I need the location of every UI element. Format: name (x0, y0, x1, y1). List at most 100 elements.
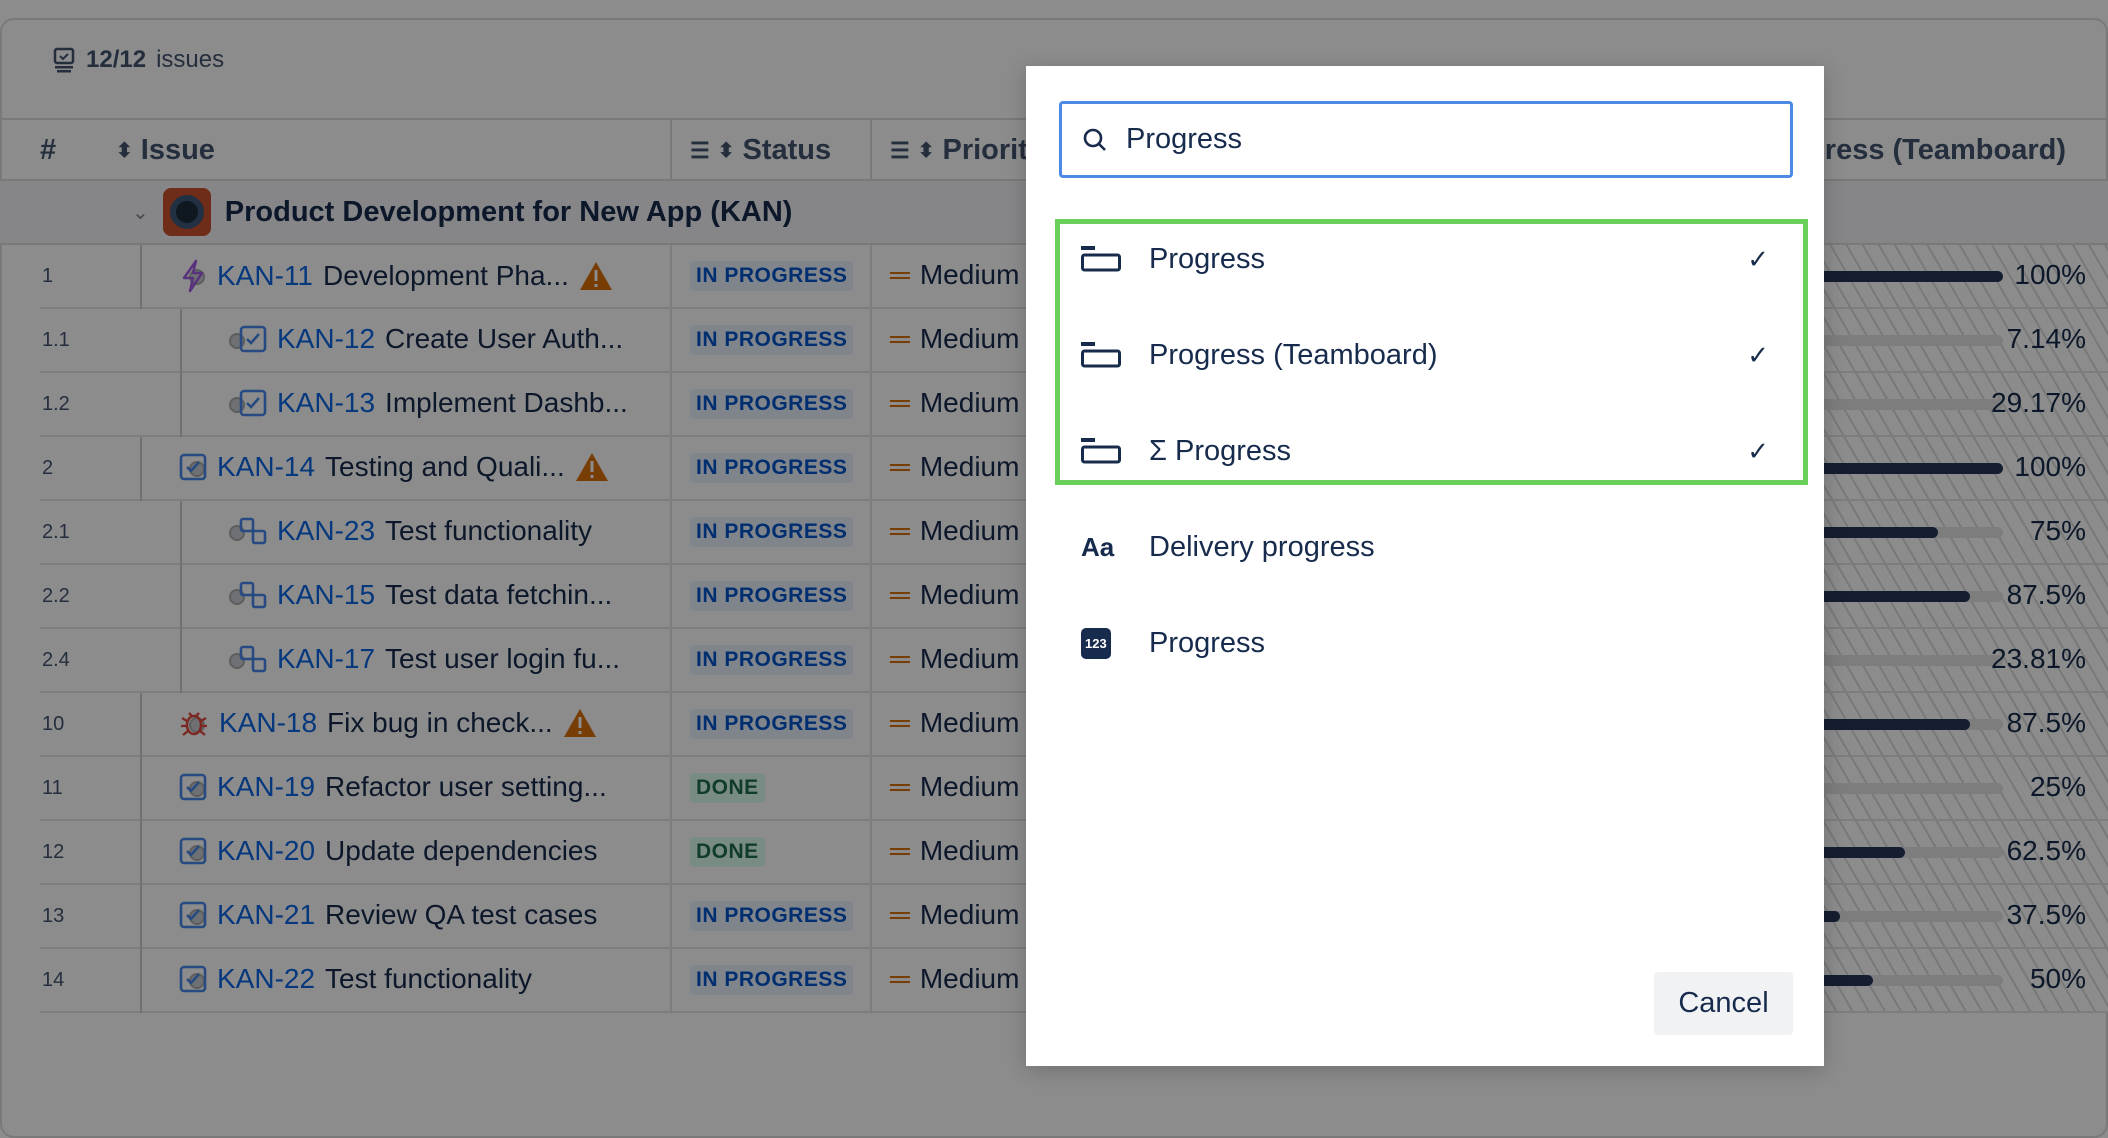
task-checkbox-icon (179, 901, 207, 929)
issue-cell[interactable]: KAN-21 Review QA test cases (179, 899, 597, 931)
status-badge[interactable]: IN PROGRESS (690, 645, 854, 675)
issue-key-link[interactable]: KAN-18 (219, 707, 318, 738)
progress-bar (1742, 463, 2003, 474)
issue-key-link[interactable]: KAN-13 (277, 387, 376, 418)
status-badge[interactable]: IN PROGRESS (690, 325, 854, 355)
issue-cell[interactable]: KAN-20 Update dependencies (179, 835, 598, 867)
status-badge[interactable]: IN PROGRESS (690, 261, 854, 291)
column-number: # (40, 120, 56, 181)
issue-summary[interactable]: Development Pha... (322, 260, 569, 291)
priority-cell[interactable]: ═ Medium (890, 771, 1019, 803)
status-badge[interactable]: IN PROGRESS (690, 517, 854, 547)
issue-summary[interactable]: Test functionality (325, 963, 533, 994)
progress-column-background (1790, 245, 2108, 1013)
issue-summary[interactable]: Update dependencies (325, 835, 598, 866)
issue-count-value: 12/12 (86, 46, 147, 73)
issue-summary[interactable]: Testing and Quali... (325, 451, 565, 482)
issue-key-link[interactable]: KAN-19 (217, 771, 316, 802)
priority-cell[interactable]: ═ Medium (890, 515, 1019, 547)
cancel-button[interactable]: Cancel (1654, 972, 1793, 1035)
issue-cell[interactable]: KAN-19 Refactor user setting... (179, 771, 607, 803)
tree-line (140, 437, 142, 501)
search-icon (1083, 128, 1106, 151)
priority-cell[interactable]: ═ Medium (890, 707, 1019, 739)
field-option[interactable]: Σ Progress ✓ (1059, 403, 1793, 499)
status-badge[interactable]: IN PROGRESS (690, 901, 854, 931)
search-field[interactable] (1059, 101, 1793, 178)
progress-bar-fill (1742, 591, 1971, 602)
status-badge[interactable]: DONE (690, 837, 765, 867)
status-badge[interactable]: IN PROGRESS (690, 453, 854, 483)
issue-summary[interactable]: Refactor user setting... (325, 771, 607, 802)
priority-cell[interactable]: ═ Medium (890, 259, 1019, 291)
issue-summary[interactable]: Fix bug in check... (327, 707, 553, 738)
table-row[interactable]: 1 KAN-11 Development Pha... IN PROGRESS ═… (40, 245, 2108, 309)
priority-cell[interactable]: ═ Medium (890, 451, 1019, 483)
subtask-icon (239, 517, 267, 545)
field-option-label: Progress (1149, 242, 1266, 275)
issue-cell[interactable]: KAN-22 Test functionality (179, 963, 532, 995)
row-number: 2.1 (42, 521, 70, 543)
priority-medium-icon: ═ (890, 771, 910, 802)
progress-value: 87.5% (2006, 579, 2086, 610)
priority-cell[interactable]: ═ Medium (890, 579, 1019, 611)
field-option[interactable]: Progress ✓ (1059, 211, 1793, 307)
row-number: 2.2 (42, 585, 70, 607)
sort-icon[interactable]: ⬍ (717, 140, 735, 162)
task-checkbox-icon (179, 965, 207, 993)
issue-summary[interactable]: Implement Dashb... (385, 387, 628, 418)
issue-key-link[interactable]: KAN-11 (217, 260, 313, 291)
priority-cell[interactable]: ═ Medium (890, 387, 1019, 419)
issue-key-link[interactable]: KAN-14 (217, 451, 316, 482)
field-option[interactable]: Progress (Teamboard) ✓ (1059, 307, 1793, 403)
status-badge[interactable]: IN PROGRESS (690, 965, 854, 995)
chevron-down-icon[interactable]: ⌄ (132, 201, 149, 224)
issue-key-link[interactable]: KAN-23 (277, 515, 376, 546)
column-issue[interactable]: ⬍ Issue (116, 120, 215, 181)
issue-key-link[interactable]: KAN-12 (277, 323, 376, 354)
issue-summary[interactable]: Test functionality (385, 515, 593, 546)
issue-cell[interactable]: KAN-12 Create User Auth... (239, 323, 623, 355)
progress-bar (1742, 527, 2003, 538)
issue-cell[interactable]: KAN-18 Fix bug in check... (179, 707, 597, 739)
priority-cell[interactable]: ═ Medium (890, 323, 1019, 355)
row-number: 13 (42, 905, 65, 927)
column-status[interactable]: ☰ ⬍ Status (690, 120, 831, 181)
filter-icon[interactable]: ☰ (890, 137, 910, 163)
field-option[interactable]: 123 Progress (1059, 595, 1793, 691)
sort-icon[interactable]: ⬍ (917, 140, 935, 162)
priority-cell[interactable]: ═ Medium (890, 643, 1019, 675)
tree-line (140, 245, 142, 309)
table-row[interactable]: 2 KAN-14 Testing and Quali... IN PROGRESS… (40, 437, 2108, 501)
search-input[interactable] (1126, 123, 1726, 156)
issues-icon (53, 47, 75, 73)
priority-cell[interactable]: ═ Medium (890, 835, 1019, 867)
issue-key-link[interactable]: KAN-22 (217, 963, 316, 994)
filter-icon[interactable]: ☰ (690, 137, 710, 163)
issue-cell[interactable]: KAN-14 Testing and Quali... (179, 451, 609, 483)
status-badge[interactable]: IN PROGRESS (690, 709, 854, 739)
task-checkbox-icon (179, 453, 207, 481)
field-option[interactable]: Aa Delivery progress (1059, 499, 1793, 595)
sort-icon[interactable]: ⬍ (116, 140, 133, 162)
issue-cell[interactable]: KAN-23 Test functionality (239, 515, 592, 547)
issue-cell[interactable]: KAN-11 Development Pha... (179, 259, 613, 293)
issue-key-link[interactable]: KAN-20 (217, 835, 316, 866)
tree-line (180, 629, 182, 693)
status-badge[interactable]: IN PROGRESS (690, 389, 854, 419)
priority-medium-icon: ═ (890, 707, 910, 738)
issue-summary[interactable]: Review QA test cases (325, 899, 598, 930)
issue-cell[interactable]: KAN-13 Implement Dashb... (239, 387, 628, 419)
priority-cell[interactable]: ═ Medium (890, 963, 1019, 995)
issue-key-link[interactable]: KAN-15 (277, 579, 376, 610)
issue-key-link[interactable]: KAN-21 (217, 899, 316, 930)
issue-cell[interactable]: KAN-15 Test data fetchin... (239, 579, 612, 611)
priority-cell[interactable]: ═ Medium (890, 899, 1019, 931)
issue-summary[interactable]: Test user login fu... (385, 643, 621, 674)
status-badge[interactable]: DONE (690, 773, 765, 803)
issue-key-link[interactable]: KAN-17 (277, 643, 376, 674)
issue-summary[interactable]: Create User Auth... (385, 323, 624, 354)
issue-summary[interactable]: Test data fetchin... (385, 579, 613, 610)
issue-cell[interactable]: KAN-17 Test user login fu... (239, 643, 620, 675)
status-badge[interactable]: IN PROGRESS (690, 581, 854, 611)
